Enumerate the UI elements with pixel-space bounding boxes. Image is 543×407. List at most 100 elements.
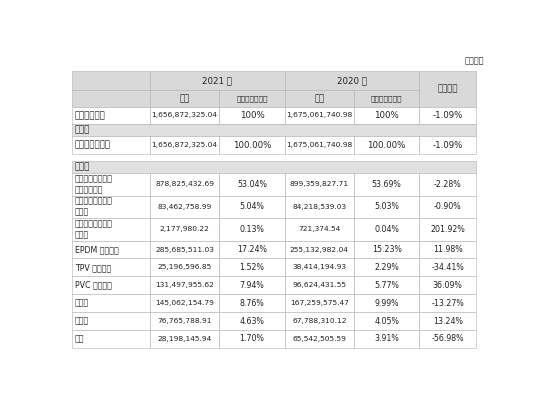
- Bar: [419, 330, 476, 348]
- Text: 8.76%: 8.76%: [239, 299, 264, 308]
- Bar: [285, 312, 354, 330]
- Bar: [354, 173, 419, 195]
- Bar: [419, 294, 476, 312]
- Bar: [150, 241, 219, 258]
- Bar: [150, 71, 285, 90]
- Bar: [72, 125, 476, 136]
- Text: 11.98%: 11.98%: [433, 245, 463, 254]
- Text: EPDM 密封制品: EPDM 密封制品: [74, 245, 118, 254]
- Bar: [219, 136, 285, 154]
- Bar: [219, 258, 285, 276]
- Text: 201.92%: 201.92%: [430, 225, 465, 234]
- Bar: [72, 218, 150, 241]
- Bar: [285, 330, 354, 348]
- Text: 金额: 金额: [314, 94, 325, 103]
- Bar: [72, 294, 150, 312]
- Text: 单位：元: 单位：元: [465, 57, 484, 66]
- Text: 营业收入合计: 营业收入合计: [74, 111, 105, 120]
- Bar: [72, 71, 150, 90]
- Text: 285,685,511.03: 285,685,511.03: [155, 247, 214, 253]
- Text: 尼龙管: 尼龙管: [74, 299, 89, 308]
- Text: 汽车发动机附件系
统软管及总成: 汽车发动机附件系 统软管及总成: [74, 174, 112, 194]
- Text: 金额: 金额: [180, 94, 190, 103]
- Text: 1.70%: 1.70%: [239, 335, 264, 344]
- Text: 83,462,758.99: 83,462,758.99: [157, 204, 212, 210]
- Bar: [354, 276, 419, 294]
- Text: 100%: 100%: [239, 111, 264, 120]
- Text: 899,359,827.71: 899,359,827.71: [290, 181, 349, 187]
- Text: 1.52%: 1.52%: [239, 263, 264, 272]
- Bar: [285, 71, 419, 90]
- Bar: [72, 90, 150, 107]
- Text: 53.04%: 53.04%: [237, 180, 267, 189]
- Text: 36.09%: 36.09%: [433, 281, 463, 290]
- Text: 非轮胎橡胶制品: 非轮胎橡胶制品: [74, 141, 110, 150]
- Text: 2020 年: 2020 年: [337, 76, 367, 85]
- Bar: [419, 107, 476, 125]
- Bar: [419, 195, 476, 218]
- Bar: [354, 107, 419, 125]
- Bar: [285, 276, 354, 294]
- Text: 4.05%: 4.05%: [374, 317, 399, 326]
- Text: 0.13%: 0.13%: [239, 225, 264, 234]
- Bar: [419, 258, 476, 276]
- Text: 5.04%: 5.04%: [239, 202, 264, 211]
- Text: 167,259,575.47: 167,259,575.47: [290, 300, 349, 306]
- Text: 13.24%: 13.24%: [433, 317, 463, 326]
- Text: -1.09%: -1.09%: [432, 141, 463, 150]
- Bar: [354, 90, 419, 107]
- Text: 汽车燃油系统软管
及总成: 汽车燃油系统软管 及总成: [74, 197, 112, 217]
- Bar: [285, 258, 354, 276]
- Bar: [419, 276, 476, 294]
- Text: -0.90%: -0.90%: [434, 202, 462, 211]
- Text: 1,675,061,740.98: 1,675,061,740.98: [286, 112, 352, 118]
- Text: 96,624,431.55: 96,624,431.55: [292, 282, 346, 288]
- Text: TPV 密封制品: TPV 密封制品: [74, 263, 111, 272]
- Text: 5.03%: 5.03%: [374, 202, 399, 211]
- Bar: [285, 241, 354, 258]
- Bar: [419, 136, 476, 154]
- Bar: [72, 276, 150, 294]
- Text: 67,788,310.12: 67,788,310.12: [292, 318, 346, 324]
- Text: 占营业收入比重: 占营业收入比重: [236, 95, 268, 102]
- Bar: [354, 241, 419, 258]
- Text: 53.69%: 53.69%: [372, 180, 401, 189]
- Text: 145,062,154.79: 145,062,154.79: [155, 300, 214, 306]
- Text: -34.41%: -34.41%: [431, 263, 464, 272]
- Bar: [419, 218, 476, 241]
- Text: 占营业收入比重: 占营业收入比重: [371, 95, 402, 102]
- Bar: [150, 107, 219, 125]
- Text: 17.24%: 17.24%: [237, 245, 267, 254]
- Bar: [150, 312, 219, 330]
- Bar: [354, 195, 419, 218]
- Bar: [354, 258, 419, 276]
- Text: 25,196,596.85: 25,196,596.85: [157, 265, 212, 270]
- Text: 84,218,539.03: 84,218,539.03: [292, 204, 346, 210]
- Bar: [72, 173, 150, 195]
- Bar: [150, 276, 219, 294]
- Text: 721,374.54: 721,374.54: [298, 226, 340, 232]
- Bar: [72, 258, 150, 276]
- Text: 分行业: 分行业: [74, 126, 90, 135]
- Text: 15.23%: 15.23%: [372, 245, 402, 254]
- Text: 7.94%: 7.94%: [239, 281, 264, 290]
- Text: 5.77%: 5.77%: [374, 281, 399, 290]
- Text: 131,497,955.62: 131,497,955.62: [155, 282, 214, 288]
- Bar: [219, 107, 285, 125]
- Text: 1,675,061,740.98: 1,675,061,740.98: [286, 142, 352, 148]
- Bar: [150, 173, 219, 195]
- Bar: [285, 218, 354, 241]
- Text: 100%: 100%: [374, 111, 399, 120]
- Bar: [354, 330, 419, 348]
- Text: 分产品: 分产品: [74, 162, 90, 171]
- Text: -56.98%: -56.98%: [432, 335, 464, 344]
- Bar: [72, 330, 150, 348]
- Bar: [219, 241, 285, 258]
- Text: 878,825,432.69: 878,825,432.69: [155, 181, 214, 187]
- Bar: [419, 173, 476, 195]
- Bar: [419, 71, 476, 107]
- Text: 255,132,982.04: 255,132,982.04: [290, 247, 349, 253]
- Bar: [219, 294, 285, 312]
- Bar: [150, 294, 219, 312]
- Bar: [150, 90, 219, 107]
